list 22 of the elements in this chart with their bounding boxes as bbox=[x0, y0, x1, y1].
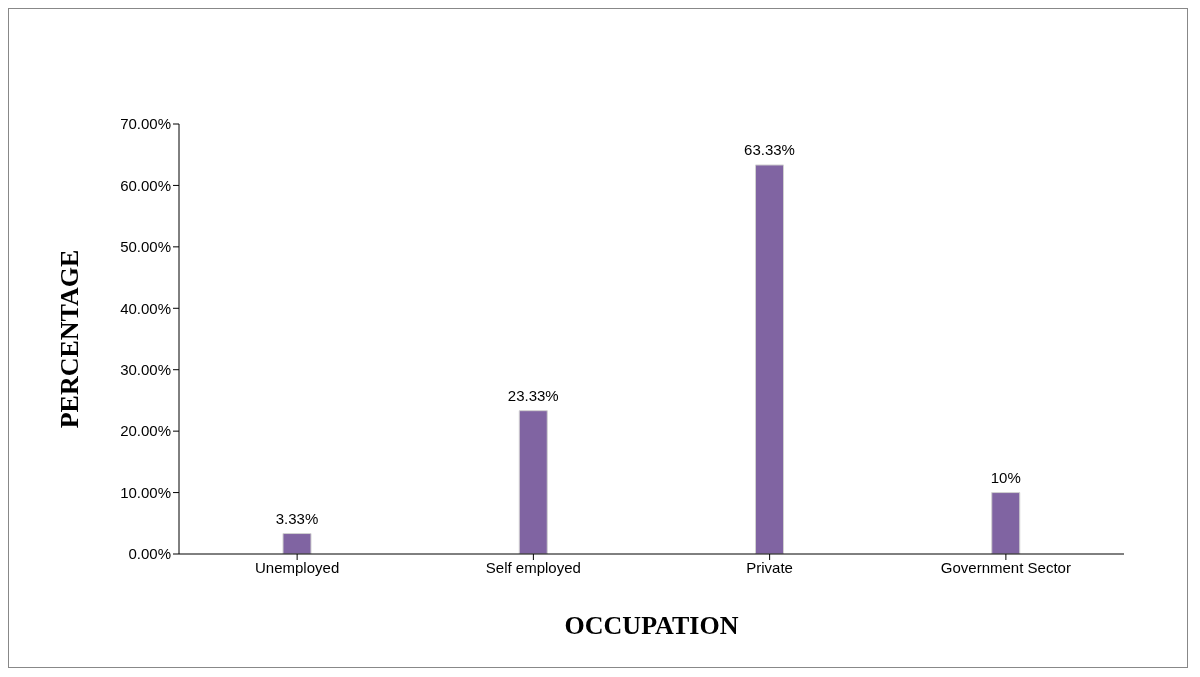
bar bbox=[282, 533, 312, 554]
y-tick-label: 60.00% bbox=[120, 176, 171, 194]
data-label: 63.33% bbox=[744, 140, 795, 158]
y-tick-label: 20.00% bbox=[120, 422, 171, 440]
x-tick-label: Government Sector bbox=[940, 558, 1071, 576]
x-tick-label: Self employed bbox=[485, 558, 581, 576]
y-tick-label: 40.00% bbox=[120, 299, 171, 317]
y-tick-label: 70.00% bbox=[120, 115, 171, 133]
y-tick-label: 30.00% bbox=[120, 361, 171, 379]
x-tick-label: Unemployed bbox=[255, 558, 340, 576]
bar bbox=[755, 164, 784, 554]
x-axis-title: OCCUPATION bbox=[564, 611, 739, 640]
data-label: 3.33% bbox=[275, 509, 319, 527]
bar bbox=[991, 492, 1021, 554]
y-tick-label: 0.00% bbox=[128, 545, 171, 563]
y-tick-label: 50.00% bbox=[120, 238, 171, 256]
y-axis-title: PERCENTAGE bbox=[55, 249, 85, 429]
data-label: 10% bbox=[990, 468, 1021, 486]
y-tick-label: 10.00% bbox=[120, 483, 171, 501]
bar bbox=[518, 410, 548, 554]
data-label: 23.33% bbox=[507, 386, 559, 404]
x-tick-label: Private bbox=[746, 558, 793, 576]
